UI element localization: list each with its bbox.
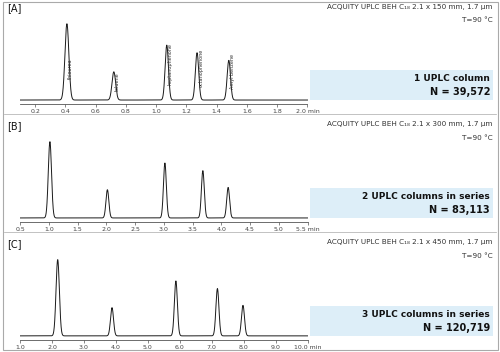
Text: 1 UPLC column: 1 UPLC column [414, 74, 490, 83]
Text: heptanophenone: heptanophenone [168, 43, 173, 85]
Text: [A]: [A] [8, 4, 22, 13]
Text: 2 UPLC columns in series: 2 UPLC columns in series [362, 192, 490, 201]
Text: toluene: toluene [115, 73, 120, 92]
Text: thiourea: thiourea [68, 59, 73, 80]
Text: N = 83,113: N = 83,113 [430, 205, 490, 215]
Text: T=90 °C: T=90 °C [462, 253, 492, 259]
Text: ACQUITY UPLC BEH C₁₈ 2.1 x 150 mm, 1.7 μm: ACQUITY UPLC BEH C₁₈ 2.1 x 150 mm, 1.7 μ… [327, 4, 492, 10]
Text: [B]: [B] [8, 121, 22, 131]
Text: N = 39,572: N = 39,572 [430, 87, 490, 97]
Text: ACQUITY UPLC BEH C₁₈ 2.1 x 450 mm, 1.7 μm: ACQUITY UPLC BEH C₁₈ 2.1 x 450 mm, 1.7 μ… [327, 239, 492, 245]
Text: [C]: [C] [8, 239, 22, 249]
Text: octanophenone: octanophenone [198, 49, 203, 87]
Text: T=90 °C: T=90 °C [462, 135, 492, 141]
Text: T=90 °C: T=90 °C [462, 17, 492, 23]
Text: ACQUITY UPLC BEH C₁₈ 2.1 x 300 mm, 1.7 μm: ACQUITY UPLC BEH C₁₈ 2.1 x 300 mm, 1.7 μ… [327, 121, 492, 127]
Text: N = 120,719: N = 120,719 [423, 323, 490, 333]
Text: 3 UPLC columns in series: 3 UPLC columns in series [362, 310, 490, 319]
Text: Amyl benzene: Amyl benzene [230, 54, 235, 89]
